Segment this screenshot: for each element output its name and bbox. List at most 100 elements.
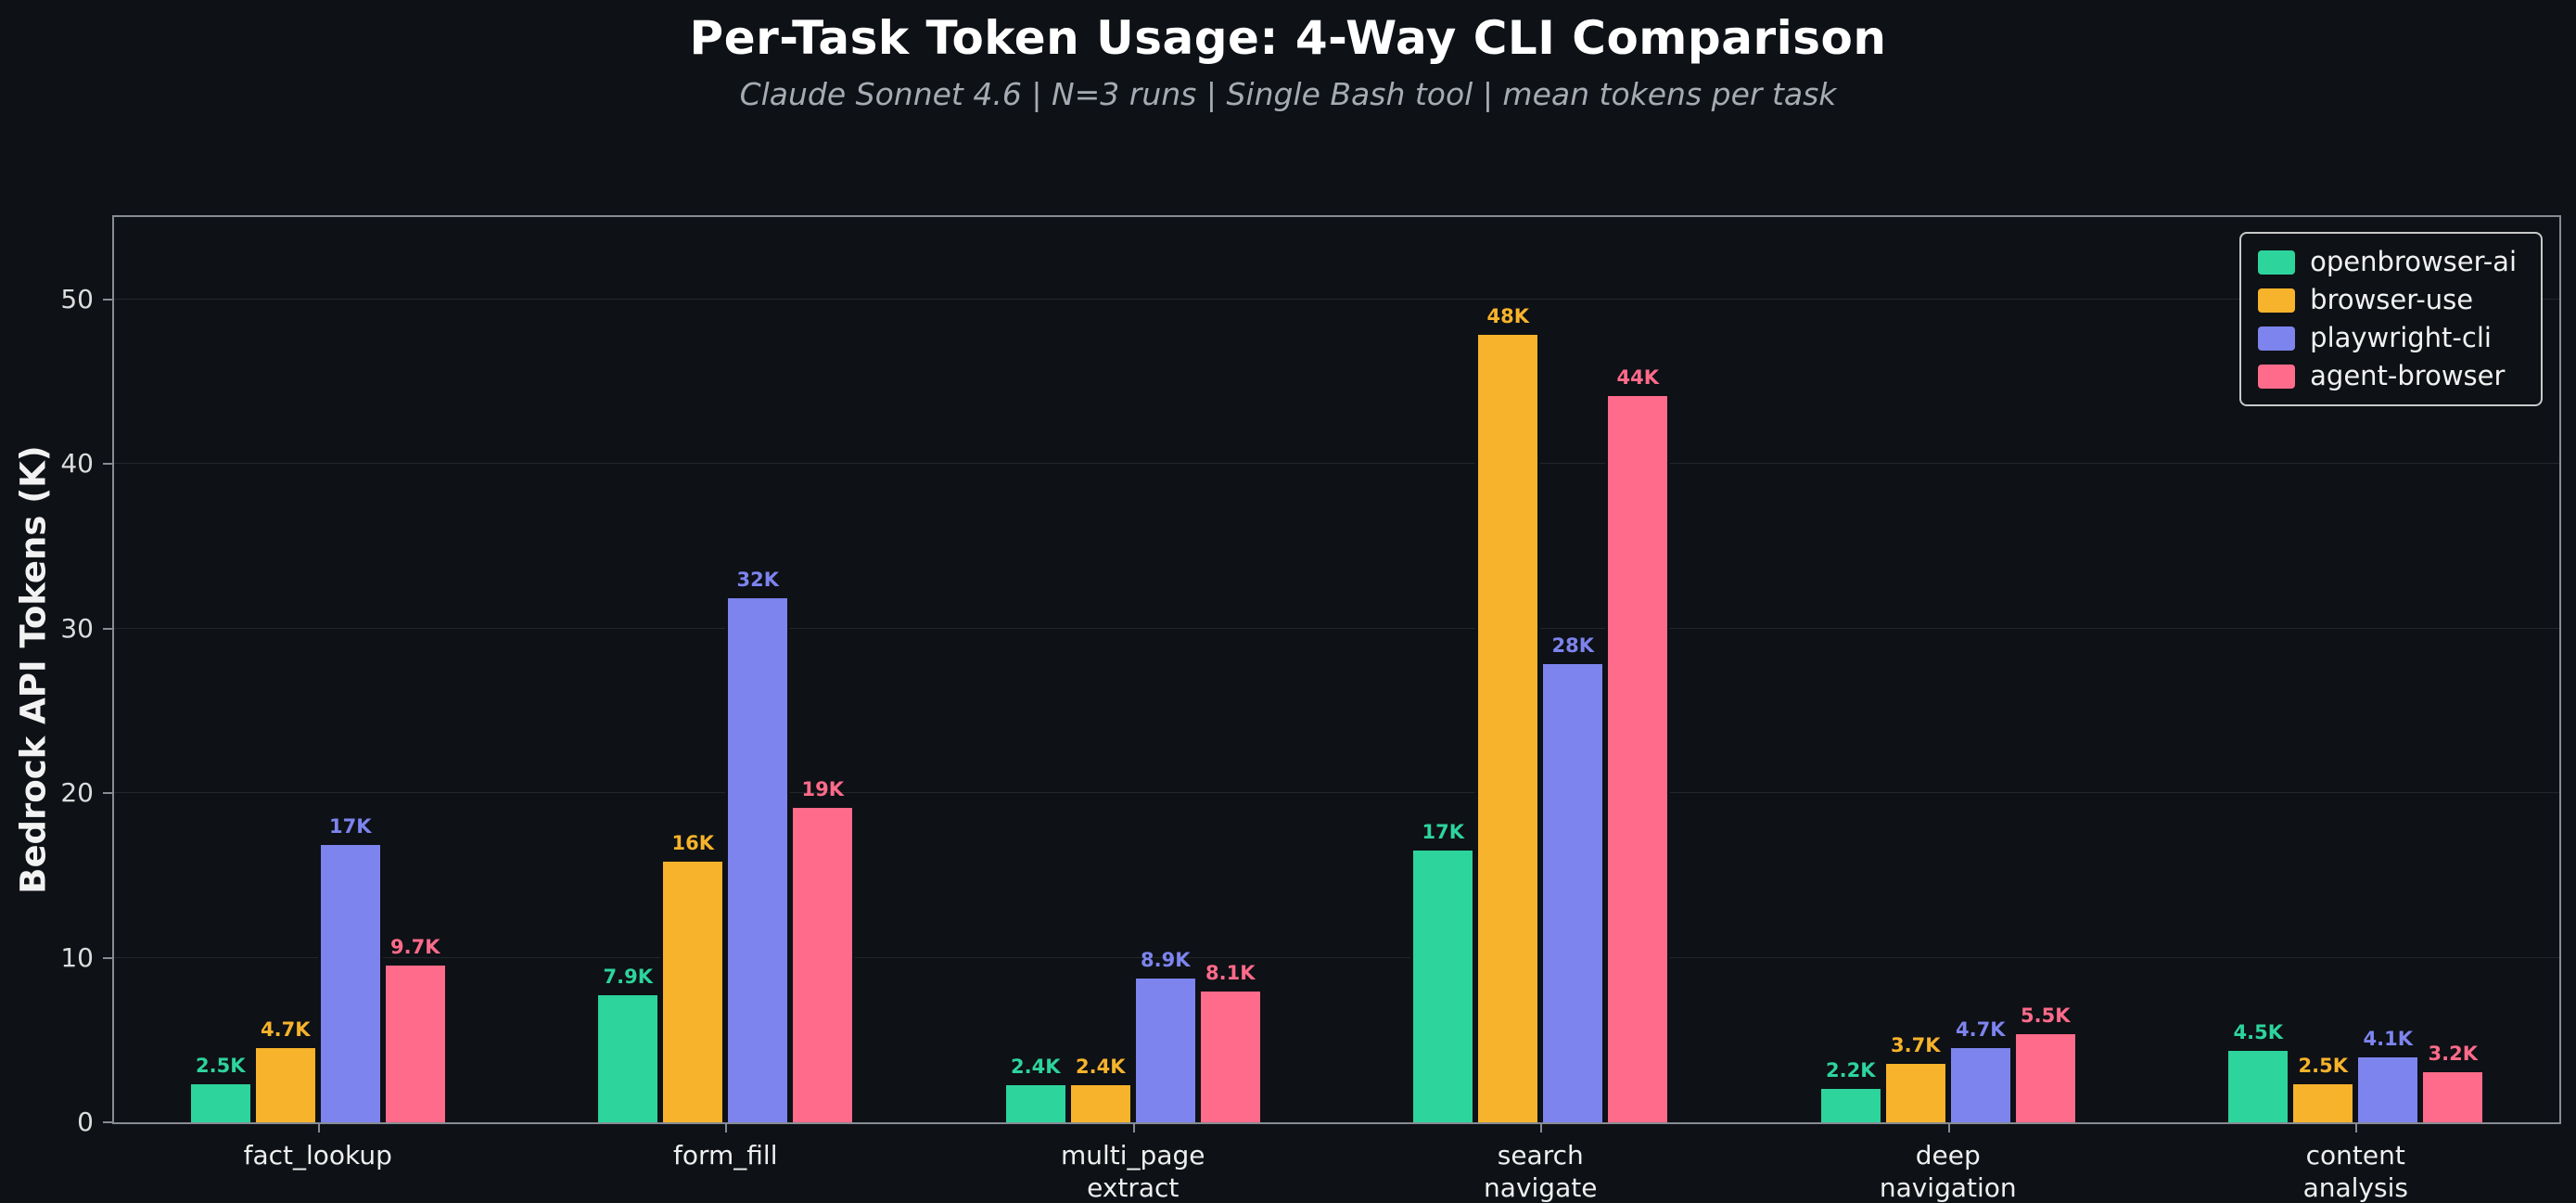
bar: 2.5K [187, 1055, 253, 1122]
x-tick-label: form_fill [673, 1140, 778, 1171]
bar-value-label: 8.1K [1205, 962, 1256, 985]
x-tick-mark [1947, 1122, 1950, 1133]
y-tick-label: 30 [60, 612, 94, 644]
y-tick-mark [103, 627, 114, 630]
bar-value-label: 2.5K [196, 1054, 246, 1077]
bar: 28K [1540, 634, 1606, 1122]
bar: 32K [725, 569, 791, 1122]
bar: 8.9K [1132, 949, 1198, 1122]
bar-value-label: 4.1K [2363, 1028, 2413, 1051]
bar-value-label: 9.7K [390, 935, 440, 958]
bar: 4.7K [1947, 1018, 2013, 1122]
legend-label: agent-browser [2310, 360, 2506, 391]
bar-value-label: 8.9K [1141, 949, 1191, 972]
category-group: 7.9K 16K 32K 19K form_fill [522, 217, 930, 1171]
bar-value-label: 32K [736, 569, 780, 592]
legend-label: openbrowser-ai [2310, 246, 2517, 277]
chart-subtitle: Claude Sonnet 4.6 | N=3 runs | Single Ba… [739, 76, 1837, 112]
bar-value-label: 44K [1616, 365, 1660, 389]
x-tick-label: fact_lookup [243, 1140, 392, 1171]
gridline [114, 298, 2559, 300]
bar-value-label: 16K [671, 832, 715, 855]
category-group: 17K 48K 28K 44K search navigate [1337, 217, 1745, 1203]
y-tick-mark [103, 298, 114, 301]
bar: 4.1K [2355, 1028, 2421, 1122]
bar-value-label: 3.2K [2428, 1043, 2478, 1066]
legend: openbrowser-ai browser-use playwright-cli a… [2239, 232, 2543, 406]
bar-value-label: 2.5K [2298, 1054, 2348, 1077]
category-group: 2.5K 4.7K 17K 9.7K fact_lookup [114, 217, 522, 1171]
legend-swatch [2258, 326, 2296, 351]
legend-item: openbrowser-ai [2258, 249, 2517, 275]
bar: 19K [790, 778, 856, 1122]
legend-swatch [2258, 364, 2296, 389]
bar-value-label: 17K [1422, 820, 1465, 843]
y-tick-mark [103, 463, 114, 466]
category-group: 4.5K 2.5K 4.1K 3.2K content analysis [2152, 217, 2560, 1203]
category-group: 2.4K 2.4K 8.9K 8.1K multi_page extract [929, 217, 1337, 1203]
bar: 5.5K [2012, 1005, 2078, 1122]
gridline [114, 627, 2559, 629]
y-tick-mark [103, 792, 114, 795]
legend-label: browser-use [2310, 284, 2474, 315]
bar: 3.2K [2420, 1043, 2486, 1122]
y-tick-mark [103, 1121, 114, 1123]
bar: 9.7K [382, 936, 448, 1122]
plot-area: 0 10 20 30 40 50 2.5K 4.7K 17K 9.7K fact_lookup 7.9… [60, 215, 2561, 1203]
bar: 17K [317, 815, 383, 1122]
bar-value-label: 4.7K [261, 1017, 311, 1041]
gridline [114, 463, 2559, 465]
bar-groups: 2.5K 4.7K 17K 9.7K fact_lookup 7.9K 16K 32K 19K f… [114, 217, 2560, 1203]
gridline [114, 956, 2559, 958]
x-tick-mark [1540, 1122, 1543, 1133]
legend-swatch [2258, 288, 2296, 313]
bar-value-label: 5.5K [2021, 1005, 2071, 1028]
x-tick-label: multi_page extract [1061, 1140, 1205, 1203]
bar-value-label: 28K [1551, 634, 1595, 658]
bar-value-label: 4.7K [1956, 1017, 2006, 1041]
bar-value-label: 48K [1486, 305, 1530, 328]
bar: 8.1K [1197, 962, 1263, 1122]
bar: 2.4K [1002, 1056, 1068, 1122]
gridline [114, 792, 2559, 794]
y-tick-label: 50 [60, 283, 94, 314]
legend-label: playwright-cli [2310, 322, 2492, 353]
bar-value-label: 17K [329, 815, 372, 838]
y-tick-mark [103, 956, 114, 959]
bar: 2.5K [2290, 1055, 2356, 1122]
bar-value-label: 2.2K [1826, 1058, 1876, 1081]
x-tick-mark [1132, 1122, 1135, 1133]
category-group: 2.2K 3.7K 4.7K 5.5K deep navigation [1744, 217, 2152, 1203]
bar: 4.7K [252, 1018, 318, 1122]
x-tick-mark [725, 1122, 728, 1133]
bar: 16K [660, 832, 726, 1122]
bar-value-label: 2.4K [1076, 1056, 1126, 1079]
bar-value-label: 4.5K [2233, 1021, 2283, 1044]
bar: 2.4K [1067, 1056, 1133, 1122]
y-tick-label: 40 [60, 448, 94, 480]
x-tick-label: deep navigation [1879, 1140, 2017, 1203]
y-tick-label: 10 [60, 941, 94, 973]
bar: 17K [1410, 821, 1476, 1122]
bar-value-label: 7.9K [603, 965, 653, 988]
bar: 3.7K [1882, 1034, 1948, 1122]
legend-item: agent-browser [2258, 363, 2517, 390]
bar-value-label: 19K [801, 777, 845, 800]
legend-item: playwright-cli [2258, 325, 2517, 352]
bar: 7.9K [595, 966, 661, 1122]
chart-title: Per-Task Token Usage: 4-Way CLI Comparis… [689, 11, 1887, 65]
bar: 48K [1475, 305, 1541, 1122]
x-tick-label: search navigate [1484, 1140, 1598, 1203]
bar-value-label: 3.7K [1891, 1034, 1941, 1057]
bar: 4.5K [2225, 1021, 2291, 1122]
legend-item: browser-use [2258, 287, 2517, 314]
y-tick-label: 20 [60, 777, 94, 809]
x-tick-label: content analysis [2302, 1140, 2408, 1203]
bar-value-label: 2.4K [1011, 1056, 1061, 1079]
bar: 2.2K [1817, 1059, 1883, 1122]
y-tick-label: 0 [77, 1107, 94, 1137]
x-tick-mark [317, 1122, 320, 1133]
y-axis-label: Bedrock API Tokens (K) [13, 445, 54, 894]
bar: 44K [1605, 366, 1671, 1122]
